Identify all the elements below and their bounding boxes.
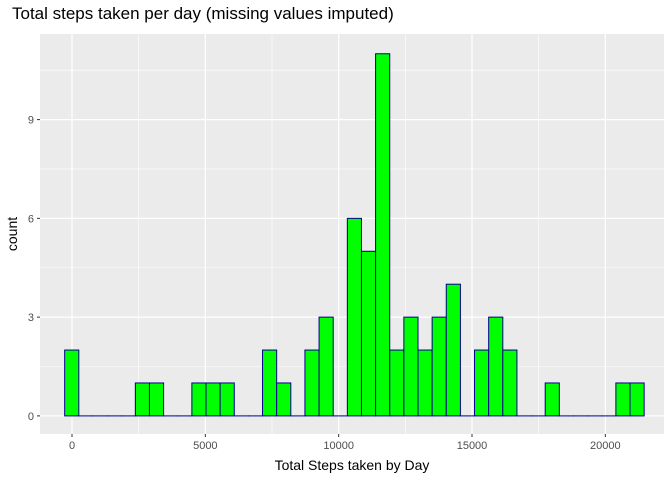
x-tick-label: 20000 <box>590 440 621 452</box>
histogram-bar <box>262 349 278 417</box>
histogram-bar <box>403 316 419 417</box>
histogram-bar <box>488 316 504 417</box>
histogram-bar <box>389 349 405 417</box>
histogram-bar <box>502 349 518 417</box>
histogram-bar <box>346 217 362 417</box>
histogram-bar <box>360 250 377 417</box>
histogram-bar <box>318 316 334 417</box>
x-axis: 0 5000 10000 15000 20000 <box>69 434 621 452</box>
histogram-bars <box>64 53 645 417</box>
y-tick-label: 3 <box>28 312 34 324</box>
y-tick-label: 6 <box>28 213 34 225</box>
y-tick-label: 9 <box>28 115 34 127</box>
histogram-bar <box>191 382 207 417</box>
histogram-bar <box>615 382 631 417</box>
histogram-bar <box>431 316 447 417</box>
y-tick-label: 0 <box>28 411 34 423</box>
histogram-bar <box>134 382 150 417</box>
histogram-bar <box>276 382 292 417</box>
histogram-bar <box>544 382 560 417</box>
x-tick-label: 10000 <box>323 440 354 452</box>
x-tick-label: 15000 <box>457 440 488 452</box>
histogram-bar <box>64 349 80 417</box>
histogram-bar <box>304 349 320 417</box>
chart-title: Total steps taken per day (missing value… <box>12 4 394 23</box>
histogram-bar <box>629 382 645 417</box>
histogram-bar <box>445 283 461 417</box>
histogram-bar <box>375 53 391 417</box>
y-axis: 0 3 6 9 <box>28 115 40 423</box>
histogram-bar <box>219 382 235 417</box>
x-tick-label: 5000 <box>193 440 217 452</box>
histogram-bar <box>205 382 221 417</box>
histogram-bar <box>417 349 433 417</box>
x-axis-label: Total Steps taken by Day <box>275 457 430 473</box>
histogram-bar <box>148 382 165 417</box>
histogram-bar <box>474 349 490 417</box>
x-tick-label: 0 <box>69 440 75 452</box>
y-axis-label: count <box>4 217 20 251</box>
